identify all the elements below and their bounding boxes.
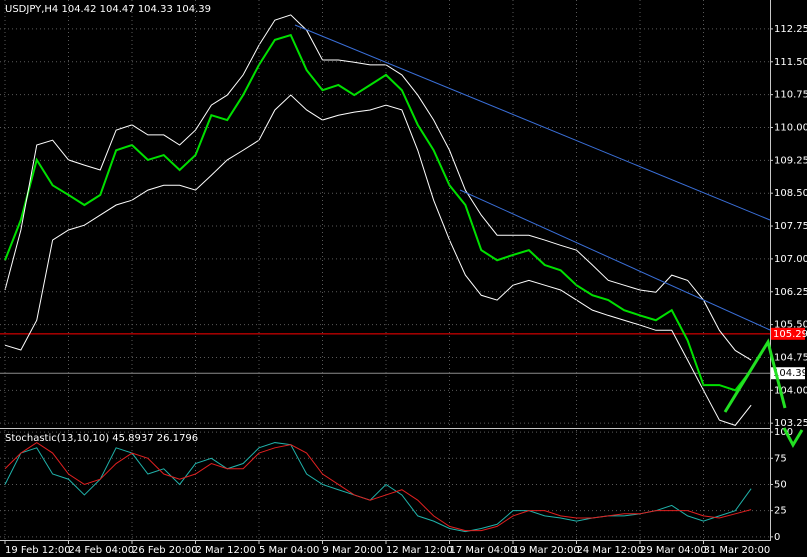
series-line: [4, 441, 752, 532]
series-line: [4, 33, 752, 392]
y-tick-label: 107.00: [774, 254, 807, 265]
x-tick-label: 5 Mar 04:00: [259, 545, 319, 556]
trendline: [459, 189, 771, 331]
forecast-arrow: [723, 338, 787, 413]
y-tick-label: 107.75: [774, 221, 807, 232]
price-level-label: 104.39: [773, 368, 807, 379]
y-tick-label: 111.50: [774, 57, 807, 68]
y-tick-label: 104.75: [774, 352, 807, 363]
x-tick-label: 31 Mar 20:00: [704, 545, 771, 556]
x-tick-label: 29 Mar 04:00: [640, 545, 707, 556]
y-tick-label: 50: [774, 479, 787, 490]
indicator-title: Stochastic(13,10,10) 45.8937 26.1796: [5, 433, 198, 444]
series-line: [4, 442, 752, 533]
x-tick-label: 12 Mar 12:00: [386, 545, 453, 556]
y-tick-label: 112.25: [774, 24, 807, 35]
chart-title: USDJPY,H4 104.42 104.47 104.33 104.39: [5, 4, 211, 15]
y-tick-label: 103.25: [774, 418, 807, 429]
y-tick-label: 110.75: [774, 90, 807, 101]
y-tick-label: 108.50: [774, 188, 807, 199]
x-tick-label: 24 Mar 12:00: [577, 545, 644, 556]
trendline: [294, 24, 771, 221]
y-tick-label: 106.25: [774, 287, 807, 298]
x-tick-label: 17 Mar 04:00: [450, 545, 517, 556]
x-tick-label: 9 Mar 20:00: [323, 545, 383, 556]
y-tick-label: 105.50: [774, 320, 807, 331]
price-level-box: [771, 327, 805, 340]
y-tick-label: 110.00: [774, 122, 807, 133]
x-tick-label: 26 Feb 20:00: [132, 545, 198, 556]
forecast-arrow-head: [782, 427, 804, 449]
x-tick-label: 19 Mar 20:00: [513, 545, 580, 556]
series-line: [4, 14, 752, 361]
x-tick-label: 2 Mar 12:00: [196, 545, 256, 556]
price-level-label: 105.29: [773, 329, 807, 340]
y-tick-label: 25: [774, 506, 787, 517]
y-tick-label: 0: [774, 532, 780, 543]
y-tick-label: 109.25: [774, 155, 807, 166]
price-level-box: [771, 367, 805, 380]
x-tick-label: 19 Feb 12:00: [5, 545, 71, 556]
series-line: [4, 94, 752, 426]
x-tick-label: 24 Feb 04:00: [69, 545, 135, 556]
y-tick-label: 104.00: [774, 385, 807, 396]
y-tick-label: 100: [774, 427, 793, 438]
y-tick-label: 75: [774, 453, 787, 464]
